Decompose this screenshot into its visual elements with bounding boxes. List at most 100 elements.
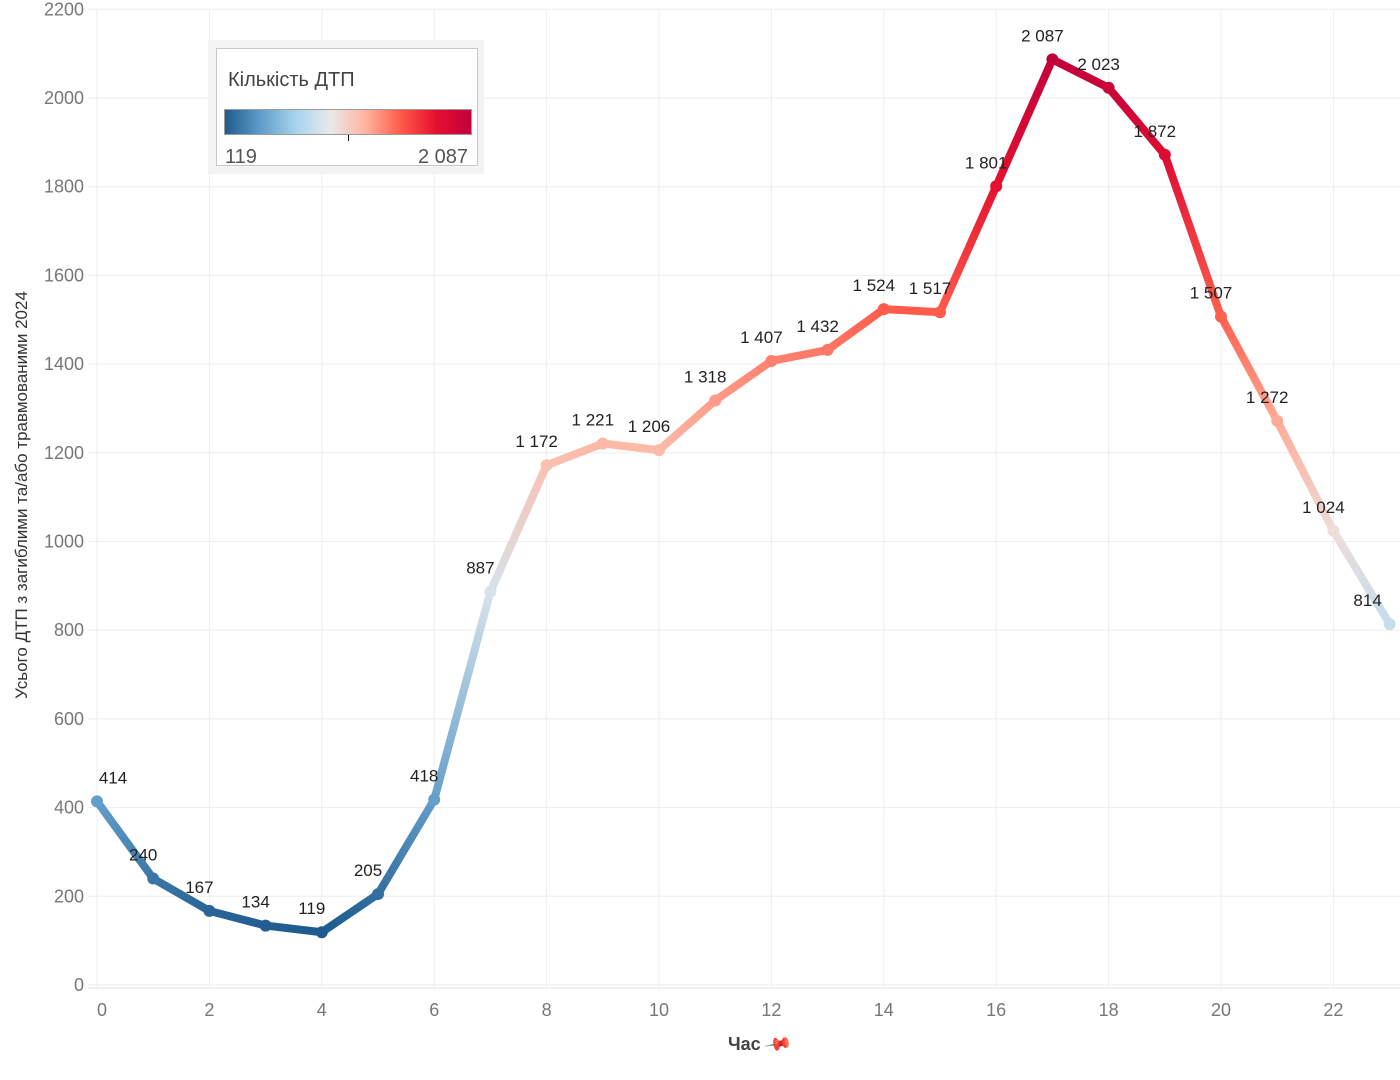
- data-point[interactable]: [203, 904, 216, 917]
- line-segment: [879, 305, 944, 317]
- y-tick-label: 1000: [44, 532, 84, 552]
- y-tick-label: 400: [54, 798, 84, 818]
- line-segment: [1048, 55, 1113, 92]
- data-point[interactable]: [1383, 617, 1396, 630]
- line-segment: [317, 890, 382, 937]
- x-tick-label: 22: [1323, 1000, 1343, 1020]
- data-point[interactable]: [1158, 148, 1171, 161]
- line-segment: [992, 55, 1057, 191]
- line-segment: [430, 587, 495, 804]
- data-label: 1 272: [1246, 388, 1289, 407]
- line-segment: [374, 795, 439, 899]
- data-point[interactable]: [765, 354, 778, 367]
- series-points: [91, 53, 1396, 939]
- data-label: 1 221: [572, 410, 615, 429]
- data-point[interactable]: [540, 459, 553, 472]
- x-tick-label: 16: [986, 1000, 1006, 1020]
- legend-max-label: 2 087: [417, 146, 468, 168]
- x-tick-label: 10: [649, 1000, 669, 1020]
- data-point[interactable]: [1215, 310, 1227, 323]
- line-segment: [655, 396, 720, 455]
- data-point[interactable]: [821, 343, 834, 356]
- data-point[interactable]: [653, 444, 665, 457]
- line-segment: [1217, 312, 1282, 425]
- y-tick-label: 1400: [44, 354, 84, 374]
- x-tick-label: 14: [874, 1000, 894, 1020]
- data-point[interactable]: [91, 795, 103, 808]
- data-point[interactable]: [990, 180, 1003, 193]
- data-labels: 414 240 167 134 119 205 418 887 1 172 1 221 1 206 1…: [99, 26, 1382, 918]
- data-label: 1 507: [1190, 284, 1233, 303]
- data-label: 240: [129, 846, 157, 865]
- x-tick-label: 6: [429, 1000, 439, 1020]
- line-segment: [1273, 416, 1338, 535]
- y-tick-label: 2000: [44, 88, 84, 108]
- legend-panel: Кількість ДТП 119 2 087: [216, 48, 478, 168]
- data-label: 1 206: [628, 417, 671, 436]
- legend-color-scale: [224, 109, 472, 135]
- data-point[interactable]: [1327, 524, 1340, 537]
- data-point[interactable]: [1046, 53, 1059, 66]
- data-point[interactable]: [1271, 414, 1284, 427]
- y-axis: 0 200 400 600 800 1000 1200 1400 1600 1800 2000 220…: [44, 0, 84, 995]
- data-point[interactable]: [1102, 81, 1115, 94]
- data-label: 1 801: [965, 153, 1008, 172]
- data-point[interactable]: [147, 872, 160, 885]
- data-point[interactable]: [259, 919, 272, 932]
- line-segment: [1329, 526, 1394, 628]
- data-label: 1 172: [515, 432, 558, 451]
- data-point[interactable]: [428, 793, 441, 806]
- legend-min-label: 119: [225, 146, 257, 168]
- data-point[interactable]: [709, 394, 722, 407]
- x-axis-title-group: Час 📌: [728, 1029, 793, 1058]
- line-segment: [711, 356, 776, 405]
- x-tick-label: 20: [1211, 1000, 1231, 1020]
- y-tick-label: 1200: [44, 443, 84, 463]
- y-axis-title: Усього ДТП з загиблими та/або травмовани…: [12, 291, 31, 699]
- data-label: 1 407: [740, 328, 783, 347]
- data-label: 1 517: [909, 279, 952, 298]
- line-segment: [823, 305, 888, 354]
- legend-midpoint-tick: [348, 135, 349, 141]
- y-tick-label: 2200: [44, 0, 84, 19]
- line-segment: [205, 906, 270, 930]
- data-point[interactable]: [877, 303, 890, 316]
- data-label: 1 872: [1134, 122, 1177, 141]
- x-axis: 0 2 4 6 8 10 12 14 16 18 20 22: [97, 1000, 1343, 1020]
- color-legend: Кількість ДТП 119 2 087: [208, 40, 484, 174]
- data-label: 1 318: [684, 367, 727, 386]
- data-label: 814: [1353, 591, 1381, 610]
- data-label: 1 024: [1302, 498, 1345, 517]
- x-tick-label: 2: [204, 1000, 214, 1020]
- data-label: 414: [99, 768, 127, 787]
- y-tick-label: 200: [54, 886, 84, 906]
- line-segment: [767, 345, 832, 365]
- data-point[interactable]: [484, 585, 497, 598]
- data-label: 1 524: [853, 276, 896, 295]
- data-label: 167: [185, 878, 213, 897]
- data-point[interactable]: [372, 888, 384, 901]
- data-label: 134: [241, 893, 269, 912]
- x-tick-label: 8: [542, 1000, 552, 1020]
- data-label: 887: [466, 559, 494, 578]
- y-tick-label: 1800: [44, 177, 84, 197]
- data-label: 1 432: [796, 317, 839, 336]
- line-segment: [1104, 83, 1169, 159]
- data-point[interactable]: [934, 306, 946, 319]
- series-line: [93, 55, 1394, 937]
- line-segment: [936, 182, 1001, 317]
- data-label: 418: [410, 767, 438, 786]
- data-label: 2 087: [1021, 26, 1064, 45]
- data-label: 2 023: [1077, 55, 1120, 74]
- x-tick-label: 12: [761, 1000, 781, 1020]
- x-axis-title: Час: [728, 1034, 761, 1054]
- line-segment: [542, 439, 607, 470]
- line-segment: [261, 921, 326, 937]
- y-tick-label: 0: [74, 975, 84, 995]
- data-label: 205: [354, 861, 382, 880]
- x-tick-label: 0: [97, 1000, 107, 1020]
- data-point[interactable]: [315, 926, 328, 939]
- line-segment: [486, 461, 551, 596]
- data-point[interactable]: [596, 437, 609, 450]
